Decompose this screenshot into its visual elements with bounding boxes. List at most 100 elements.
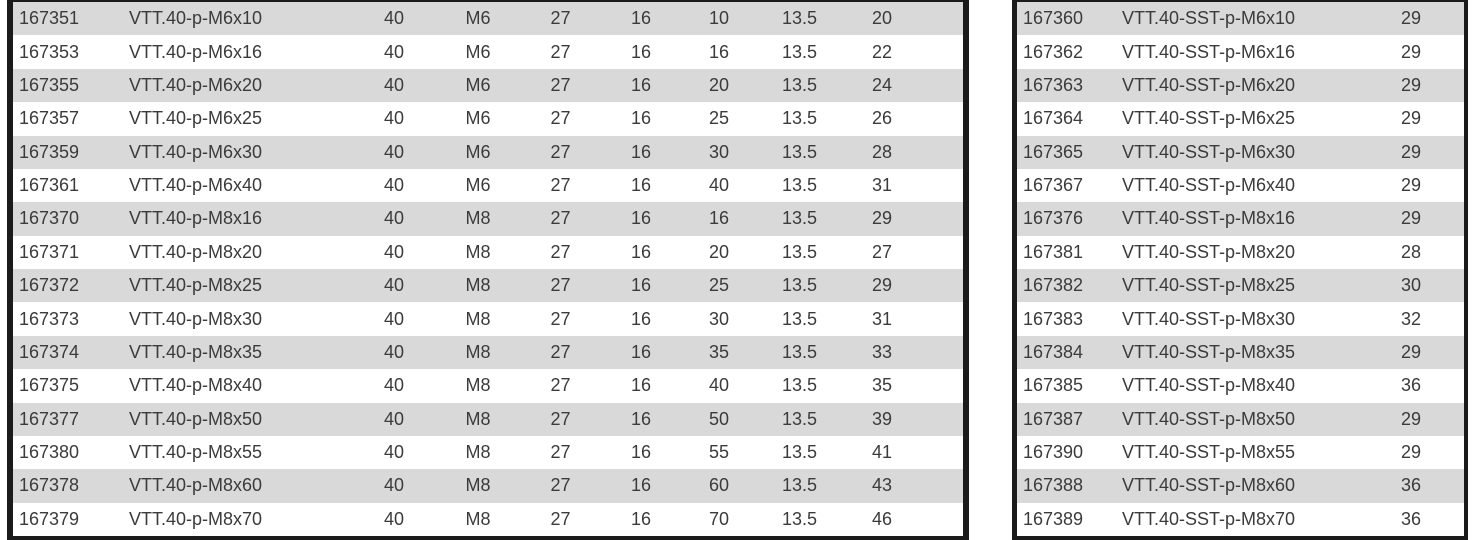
value-cell: 13.5 <box>781 241 818 262</box>
product-type-cell: VTT.40-p-M8x50 <box>129 408 263 429</box>
table-row: 167360 VTT.40-SST-p-M6x10 29 <box>1017 2 1464 36</box>
value-cell: 40 <box>383 408 405 429</box>
value-cell: 13.5 <box>781 141 818 162</box>
value-cell: M8 <box>465 408 491 429</box>
standard-parts-table: 167351 VTT.40-p-M6x10 40 M6 27 16 10 13.5 20 1673… <box>13 2 963 536</box>
value-cell: 27 <box>550 508 571 529</box>
article-number-cell: 167355 <box>19 74 80 95</box>
value-cell: 27 <box>550 475 571 496</box>
value-cell: 13.5 <box>781 74 818 95</box>
value-cell: 16 <box>630 508 652 529</box>
value-cell: 40 <box>383 108 405 129</box>
table-row: 167388 VTT.40-SST-p-M8x60 36 <box>1017 469 1464 503</box>
value-cell: 40 <box>708 375 730 396</box>
value-cell: 40 <box>383 475 405 496</box>
value-cell: 13.5 <box>781 108 818 129</box>
value-cell: 29 <box>871 208 893 229</box>
product-type-cell: VTT.40-SST-p-M6x40 <box>1122 175 1296 196</box>
value-cell: 20 <box>708 74 730 95</box>
value-cell: M6 <box>465 141 491 162</box>
product-type-cell: VTT.40-SST-p-M6x10 <box>1122 8 1296 29</box>
value-cell: 27 <box>550 241 571 262</box>
article-number-cell: 167353 <box>19 41 80 62</box>
value-cell: 25 <box>708 275 730 296</box>
value-cell: 29 <box>871 275 893 296</box>
value-cell: 29 <box>1400 341 1422 362</box>
table-row: 167384 VTT.40-SST-p-M8x35 29 <box>1017 335 1464 370</box>
value-cell: 16 <box>630 108 652 129</box>
value-cell: 31 <box>871 308 893 329</box>
value-cell: 27 <box>550 442 571 463</box>
value-cell: 46 <box>871 508 893 529</box>
value-cell: 27 <box>550 74 571 95</box>
value-cell: M8 <box>465 308 491 329</box>
value-cell: 36 <box>1400 508 1422 529</box>
value-cell: 16 <box>708 208 730 229</box>
value-cell: M8 <box>465 375 491 396</box>
value-cell: 36 <box>1400 375 1422 396</box>
article-number-cell: 167362 <box>1023 41 1084 62</box>
value-cell: 29 <box>1400 175 1422 196</box>
product-type-cell: VTT.40-SST-p-M8x35 <box>1122 341 1296 362</box>
product-type-cell: VTT.40-SST-p-M8x70 <box>1122 508 1296 529</box>
product-type-cell: VTT.40-SST-p-M8x16 <box>1122 208 1296 229</box>
value-cell: 16 <box>630 475 652 496</box>
value-cell: 20 <box>708 241 730 262</box>
value-cell: 41 <box>871 442 893 463</box>
value-cell: 40 <box>383 74 405 95</box>
product-type-cell: VTT.40-SST-p-M8x25 <box>1122 275 1296 296</box>
article-number-cell: 167351 <box>19 8 80 29</box>
value-cell: 31 <box>871 175 893 196</box>
value-cell: 35 <box>708 341 730 362</box>
table-row: 167390 VTT.40-SST-p-M8x55 29 <box>1017 436 1464 469</box>
value-cell: 16 <box>630 74 652 95</box>
value-cell: 55 <box>708 442 730 463</box>
value-cell: 16 <box>630 241 652 262</box>
product-type-cell: VTT.40-p-M6x20 <box>129 74 263 95</box>
product-type-cell: VTT.40-p-M6x30 <box>129 141 263 162</box>
value-cell: 16 <box>630 275 652 296</box>
value-cell: 27 <box>550 308 571 329</box>
value-cell: 29 <box>1400 442 1422 463</box>
value-cell: 30 <box>1400 275 1422 296</box>
table-row: 167379 VTT.40-p-M8x70 40 M8 27 16 70 13.5 46 <box>13 503 963 536</box>
table-row: 167355 VTT.40-p-M6x20 40 M6 27 16 20 13.5 24 <box>13 68 963 103</box>
value-cell: 13.5 <box>781 508 818 529</box>
product-type-cell: VTT.40-p-M8x55 <box>129 442 263 463</box>
value-cell: 27 <box>871 241 893 262</box>
product-type-cell: VTT.40-SST-p-M8x60 <box>1122 475 1296 496</box>
value-cell: 70 <box>708 508 730 529</box>
value-cell: 40 <box>383 275 405 296</box>
value-cell: 40 <box>383 442 405 463</box>
value-cell: 40 <box>383 308 405 329</box>
value-cell: 27 <box>550 141 571 162</box>
value-cell: 13.5 <box>781 308 818 329</box>
article-number-cell: 167385 <box>1023 375 1084 396</box>
article-number-cell: 167372 <box>19 275 80 296</box>
table-row: 167370 VTT.40-p-M8x16 40 M8 27 16 16 13.5 29 <box>13 202 963 236</box>
article-number-cell: 167387 <box>1023 408 1084 429</box>
article-number-cell: 167374 <box>19 341 80 362</box>
article-number-cell: 167357 <box>19 108 80 129</box>
value-cell: 27 <box>550 208 571 229</box>
value-cell: 27 <box>550 41 571 62</box>
table-row: 167375 VTT.40-p-M8x40 40 M8 27 16 40 13.5 35 <box>13 369 963 402</box>
value-cell: 13.5 <box>781 442 818 463</box>
table-row: 167365 VTT.40-SST-p-M6x30 29 <box>1017 135 1464 169</box>
table-row: 167383 VTT.40-SST-p-M8x30 32 <box>1017 302 1464 335</box>
table-row: 167367 VTT.40-SST-p-M6x40 29 <box>1017 169 1464 202</box>
value-cell: 16 <box>708 41 730 62</box>
value-cell: 30 <box>708 141 730 162</box>
product-type-cell: VTT.40-p-M8x30 <box>129 308 263 329</box>
value-cell: 29 <box>1400 74 1422 95</box>
value-cell: 24 <box>871 74 893 95</box>
value-cell: M8 <box>465 241 491 262</box>
value-cell: 28 <box>1400 241 1422 262</box>
value-cell: 29 <box>1400 408 1422 429</box>
product-type-cell: VTT.40-SST-p-M8x20 <box>1122 241 1296 262</box>
value-cell: 20 <box>871 8 893 29</box>
table-row: 167381 VTT.40-SST-p-M8x20 28 <box>1017 236 1464 269</box>
value-cell: 26 <box>871 108 893 129</box>
value-cell: M6 <box>465 74 491 95</box>
